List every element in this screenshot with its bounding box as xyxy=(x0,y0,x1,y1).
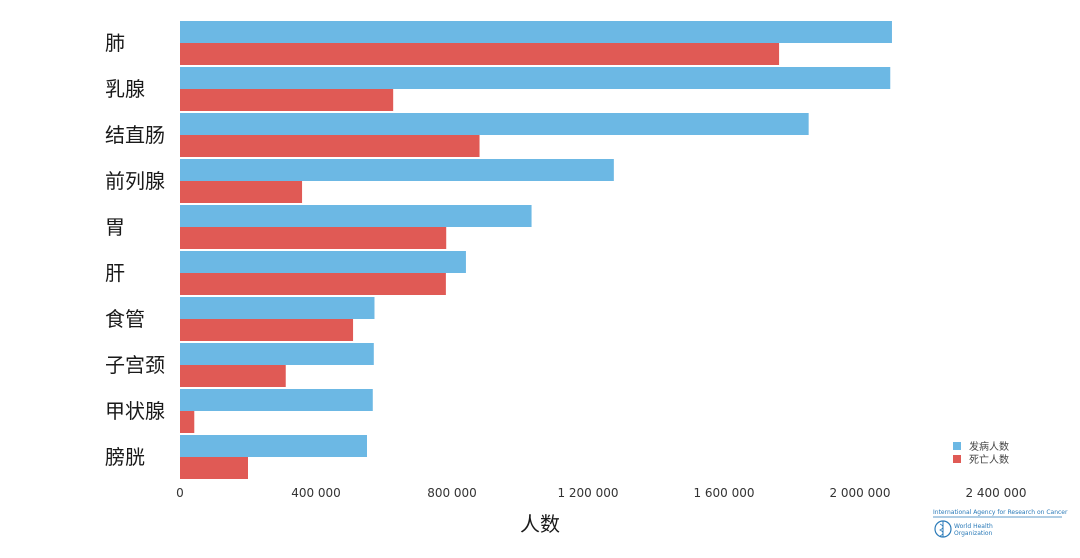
who-emblem-icon xyxy=(934,520,952,538)
bar-incidence-8 xyxy=(180,389,373,411)
category-label-2: 结直肠 xyxy=(105,123,165,147)
bar-deaths-0 xyxy=(180,43,780,65)
bar-incidence-5 xyxy=(180,251,466,273)
bar-incidence-0 xyxy=(180,21,892,43)
category-label-0: 肺 xyxy=(105,31,125,55)
category-label-8: 甲状腺 xyxy=(105,399,165,423)
category-label-3: 前列腺 xyxy=(105,169,165,193)
category-label-1: 乳腺 xyxy=(105,77,145,101)
bar-incidence-2 xyxy=(180,113,809,135)
bar-deaths-3 xyxy=(180,181,303,203)
who-name-line1: World Health xyxy=(954,523,993,530)
bar-deaths-8 xyxy=(180,411,195,433)
bar-incidence-4 xyxy=(180,205,532,227)
x-tick-label-1: 400 000 xyxy=(291,486,341,500)
legend: 发病人数 死亡人数 xyxy=(953,440,1009,466)
bar-deaths-5 xyxy=(180,273,446,295)
iarc-name: International Agency for Research on Can… xyxy=(933,509,1068,516)
x-axis-title: 人数 xyxy=(520,512,560,536)
x-tick-label-3: 1 200 000 xyxy=(557,486,618,500)
iarc-who-footer: International Agency for Research on Can… xyxy=(933,509,1068,538)
category-label-5: 肝 xyxy=(105,261,125,285)
bar-deaths-1 xyxy=(180,89,394,111)
x-tick-labels: 0 400 000 800 000 1 200 000 1 600 000 2 000 0… xyxy=(176,486,1026,500)
bars-layer xyxy=(180,21,892,479)
x-tick-label-0: 0 xyxy=(176,486,184,500)
bar-deaths-4 xyxy=(180,227,447,249)
bar-deaths-9 xyxy=(180,457,248,479)
x-tick-label-5: 2 000 000 xyxy=(829,486,890,500)
bar-incidence-3 xyxy=(180,159,614,181)
legend-swatch-incidence xyxy=(953,442,961,450)
x-tick-label-6: 2 400 000 xyxy=(965,486,1026,500)
category-label-7: 子宫颈 xyxy=(105,353,165,377)
bar-incidence-6 xyxy=(180,297,375,319)
bar-deaths-2 xyxy=(180,135,480,157)
bar-incidence-7 xyxy=(180,343,374,365)
bar-incidence-1 xyxy=(180,67,891,89)
bar-deaths-6 xyxy=(180,319,354,341)
category-label-4: 胃 xyxy=(105,215,125,239)
legend-swatch-deaths xyxy=(953,455,961,463)
category-label-6: 食管 xyxy=(105,307,145,331)
legend-label-incidence: 发病人数 xyxy=(969,440,1009,453)
category-label-9: 膀胱 xyxy=(105,445,145,469)
who-name-line2: Organization xyxy=(954,530,993,537)
x-tick-label-2: 800 000 xyxy=(427,486,477,500)
x-tick-label-4: 1 600 000 xyxy=(693,486,754,500)
bar-deaths-7 xyxy=(180,365,286,387)
bar-incidence-9 xyxy=(180,435,367,457)
legend-label-deaths: 死亡人数 xyxy=(969,453,1009,466)
